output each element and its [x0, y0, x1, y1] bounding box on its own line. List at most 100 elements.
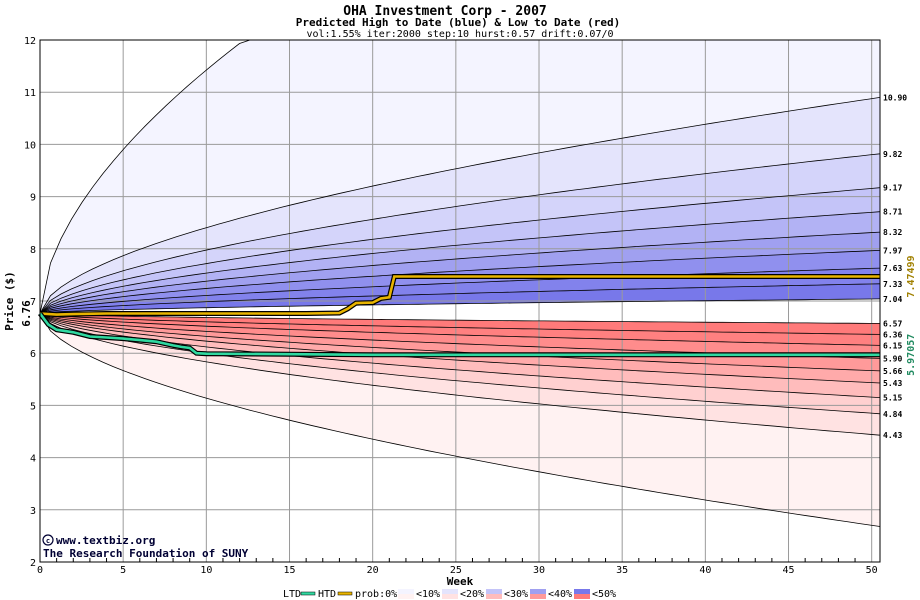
- quantile-end-label: 5.15: [883, 394, 902, 403]
- grid-lines: [39, 40, 880, 562]
- probability-bands: [40, 40, 880, 527]
- x-axis-label: Week: [447, 575, 474, 588]
- quantile-end-label: 8.71: [883, 208, 902, 217]
- quantile-curve: [39, 267, 881, 314]
- quantile-end-label: 7.97: [883, 246, 902, 255]
- quantile-curve: [39, 313, 881, 398]
- watermark-url: www.textbiz.org: [56, 534, 155, 547]
- quantile-end-label: 6.57: [883, 319, 902, 328]
- low-band: [40, 313, 880, 436]
- quantile-curve: [39, 313, 881, 415]
- y-tick-label: 11: [24, 88, 36, 99]
- legend-bucket-label: <20%: [460, 589, 484, 600]
- quantile-curve: [39, 283, 881, 314]
- legend-ltd-label: LTD: [283, 589, 301, 600]
- quantile-curve: [39, 250, 881, 314]
- x-tick-label: 25: [450, 565, 462, 576]
- legend-swatch-blue: [486, 589, 502, 594]
- legend: LTD HTD prob:0% <10% <20% <30% <40% <50%: [283, 589, 616, 600]
- legend-bucket-label: <40%: [548, 589, 572, 600]
- legend-swatch-blue: [398, 589, 414, 594]
- quantile-curve: [39, 231, 881, 314]
- quantile-curve: [39, 97, 881, 314]
- y-tick-label: 4: [30, 454, 36, 465]
- legend-ltd-swatch: [300, 591, 316, 596]
- y-tick-label: 7: [30, 297, 36, 308]
- legend-bucket-label: <10%: [416, 589, 440, 600]
- copyright-icon: [42, 534, 54, 546]
- x-tick-label: 0: [37, 565, 43, 576]
- quantile-end-label: 5.43: [883, 379, 902, 388]
- watermark-org: The Research Foundation of SUNY: [43, 547, 249, 560]
- quantile-end-label: 5.90: [883, 354, 902, 363]
- quantile-curve: [39, 298, 881, 314]
- low-band: [40, 313, 880, 335]
- quantile-end-label: 6.15: [883, 341, 902, 350]
- low-band: [40, 313, 880, 359]
- legend-swatch-red: [530, 594, 546, 599]
- y-tick-label: 10: [24, 140, 36, 151]
- legend-htd-label: HTD: [318, 589, 336, 600]
- legend-swatch-red: [398, 594, 414, 599]
- legend-swatch-blue: [530, 589, 546, 594]
- quantile-end-label: 6.36: [883, 330, 902, 339]
- high-band: [40, 187, 880, 314]
- high-band: [40, 153, 880, 314]
- legend-bucket-label: <50%: [592, 589, 616, 600]
- legend-htd-swatch: [337, 591, 353, 596]
- quantile-end-label: 10.90: [883, 93, 907, 102]
- quantile-curve: [39, 211, 881, 314]
- price-series: [38, 274, 880, 358]
- quantile-curve: [39, 313, 881, 335]
- htd-line: [39, 275, 880, 316]
- y-tick-label: 3: [30, 506, 36, 517]
- legend-swatch-red: [486, 594, 502, 599]
- start-price-label: 6.76: [20, 300, 33, 327]
- quantile-end-label: 9.82: [883, 150, 902, 159]
- plot-area: [38, 39, 881, 563]
- low-band: [40, 313, 880, 346]
- quantile-end-label: 9.17: [883, 184, 902, 193]
- x-tick-label: 30: [533, 565, 545, 576]
- y-tick-label: 2: [30, 558, 36, 569]
- quantile-end-label: 4.84: [883, 410, 902, 419]
- quantile-curve: [39, 313, 881, 346]
- high-band: [40, 268, 880, 314]
- legend-swatch-red: [442, 594, 458, 599]
- plot-frame: [39, 39, 881, 563]
- x-axis: 0 5 10 15 20 25 30 35 40 45 50: [37, 565, 878, 576]
- copyright-icon-glyph: c: [46, 537, 50, 545]
- legend-prob-label: prob:0%: [355, 589, 397, 600]
- x-tick-label: 15: [283, 565, 295, 576]
- x-tick-label: 10: [200, 565, 212, 576]
- quantile-curve: [39, 153, 881, 314]
- legend-swatch-blue: [442, 589, 458, 594]
- x-tick-label: 40: [699, 565, 711, 576]
- x-tick-label: 50: [866, 565, 878, 576]
- y-axis-label: Price ($): [3, 271, 16, 331]
- ltd-line: [38, 312, 880, 357]
- high-band: [40, 232, 880, 314]
- low-band: [40, 313, 880, 398]
- quantile-curve: [39, 313, 881, 372]
- y-tick-label: 6: [30, 349, 36, 360]
- legend-bucket-label: <30%: [504, 589, 528, 600]
- watermark: c www.textbiz.org The Research Foundatio…: [42, 534, 249, 560]
- quantile-curve: [39, 313, 880, 324]
- legend-buckets: <10% <20% <30% <40% <50%: [398, 589, 616, 600]
- quantile-curves: [39, 39, 881, 527]
- chart-title: OHA Investment Corp - 2007: [343, 4, 547, 19]
- quantile-curve: [39, 313, 881, 436]
- low-band: [40, 313, 880, 527]
- y-tick-label: 5: [30, 401, 36, 412]
- quantile-curve: [39, 187, 881, 314]
- quantile-curve: [39, 313, 881, 527]
- y-tick-label: 12: [24, 36, 36, 47]
- chart-params: vol:1.55% iter:2000 step:10 hurst:0.57 d…: [306, 29, 613, 40]
- legend-swatch-blue: [574, 589, 590, 594]
- x-tick-label: 5: [120, 565, 126, 576]
- high-band: [40, 250, 880, 314]
- chart-subtitle: Predicted High to Date (blue) & Low to D…: [296, 16, 621, 29]
- quantile-end-label: 5.66: [883, 367, 902, 376]
